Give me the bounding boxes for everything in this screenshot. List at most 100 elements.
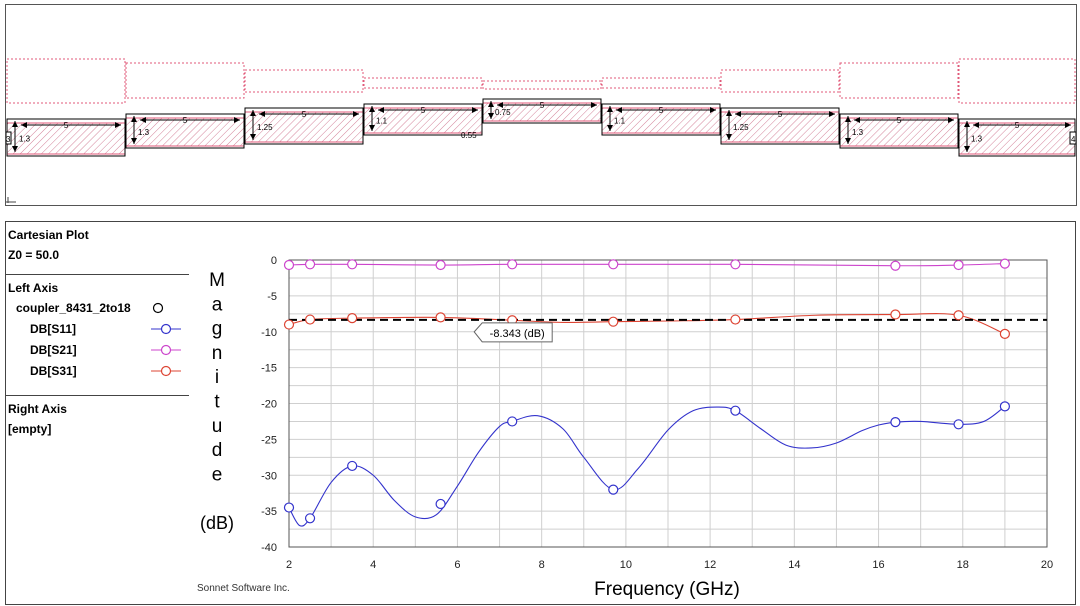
x-tick-label: 4	[370, 559, 376, 571]
y-tick-label: -30	[261, 470, 277, 482]
layout-length-label: 5	[1015, 121, 1020, 130]
value-callout[interactable]: -8.343 (dB)	[473, 322, 553, 343]
right-axis-title: Right Axis	[8, 402, 67, 416]
layout-section: 50.75	[482, 80, 602, 124]
x-tick-label: 8	[539, 559, 545, 571]
s31-marker[interactable]	[890, 309, 901, 320]
right-axis-value: [empty]	[8, 422, 52, 436]
s21-line-marker-icon	[151, 344, 181, 356]
plot-info-section: Cartesian Plot Z0 = 50.0	[6, 222, 190, 275]
layout-length-label: 5	[778, 110, 783, 119]
s21-marker[interactable]	[999, 258, 1010, 269]
y-tick-label: -5	[267, 291, 277, 303]
right-axis-section: Right Axis [empty]	[6, 396, 190, 444]
y-axis-label-letter: g	[212, 319, 223, 340]
y-tick-label: -15	[261, 363, 277, 375]
y-axis-label-letter: a	[212, 294, 223, 315]
layout-width-label: 1.3	[19, 135, 31, 144]
s11-marker[interactable]	[608, 484, 619, 495]
legend-item-s31[interactable]: DB[S31]	[8, 361, 188, 382]
s11-marker[interactable]	[304, 513, 316, 524]
y-axis-label-letter: d	[212, 440, 223, 461]
x-tick-label: 6	[454, 559, 460, 571]
layout-width-label: 1.1	[614, 117, 626, 126]
left-axis-title: Left Axis	[8, 281, 59, 295]
layout-section: 51.3	[6, 58, 126, 157]
legend-file-name: coupler_8431_2to18	[16, 301, 131, 315]
s21-marker[interactable]	[507, 259, 518, 270]
layout-length-label: 5	[897, 116, 902, 125]
s31-line-marker-icon	[151, 365, 181, 377]
legend-file-row[interactable]: coupler_8431_2to18	[8, 298, 188, 319]
s11-marker[interactable]	[507, 416, 518, 427]
y-axis-label-letter: i	[215, 367, 219, 388]
legend-item-s11[interactable]: DB[S11]	[8, 319, 188, 340]
s21-marker[interactable]	[890, 260, 901, 271]
s11-marker[interactable]	[999, 401, 1010, 412]
x-tick-label: 18	[957, 559, 969, 571]
s11-marker[interactable]	[435, 498, 446, 510]
s31-marker[interactable]	[347, 313, 358, 324]
layout-length-label: 5	[64, 121, 69, 130]
s21-marker[interactable]	[304, 259, 316, 270]
s31-marker[interactable]	[283, 319, 295, 330]
layout-view: 5 1.3 5 1.3 5 1.25 5 1.1 5 0.75 5 1.1 5 1.25 5 1.3 5 1.3 0…	[5, 4, 1077, 206]
s21-marker[interactable]	[435, 259, 446, 271]
layout-width-label: 1.25	[257, 123, 273, 132]
y-axis-label-letter: e	[212, 464, 223, 485]
layout-width-label: 1.3	[852, 128, 864, 137]
x-tick-label: 10	[620, 559, 632, 571]
plot-frame	[288, 259, 1048, 548]
x-tick-label: 14	[788, 559, 800, 571]
legend-item-s21[interactable]: DB[S21]	[8, 340, 188, 361]
s31-marker[interactable]	[435, 312, 446, 323]
s31-marker[interactable]	[953, 310, 964, 321]
layout-length-label: 5	[183, 116, 188, 125]
s21-marker[interactable]	[608, 259, 619, 270]
s31-marker[interactable]	[999, 328, 1010, 340]
s21-marker[interactable]	[953, 259, 964, 271]
layout-length-label: 5	[302, 110, 307, 119]
y-tick-label: -40	[261, 542, 277, 554]
layout-section: 51.25	[244, 69, 364, 145]
layout-section: 51.1	[601, 77, 721, 136]
y-tick-label: 0	[271, 255, 277, 267]
s31-marker[interactable]	[608, 316, 619, 327]
layout-length-label: 5	[540, 101, 545, 110]
s31-marker[interactable]	[730, 314, 741, 325]
s31-marker[interactable]	[304, 314, 316, 325]
y-tick-label: -20	[261, 399, 277, 411]
s11-line-marker-icon	[151, 323, 181, 335]
y-axis-label-letter: t	[214, 392, 220, 413]
x-tick-label: 16	[872, 559, 884, 571]
s11-marker[interactable]	[347, 460, 358, 472]
plot-panel: 2 4 6 8 10 12 14 16 18 20 0 -5 -10 -15 -20 -25 -30 -35 -40…	[189, 221, 1076, 605]
layout-section: 51.3	[839, 62, 959, 149]
cartesian-plot[interactable]: 2 4 6 8 10 12 14 16 18 20 0 -5 -10 -15 -20 -25 -30 -35 -40…	[189, 222, 1075, 604]
callout-value-label: -8.343 (dB)	[490, 328, 545, 340]
layout-width-label: 1.1	[376, 117, 388, 126]
layout-length-label: 5	[659, 106, 664, 115]
series-s21-line	[288, 263, 1005, 267]
s11-marker[interactable]	[283, 502, 295, 513]
z0-label: Z0 = 50.0	[8, 248, 60, 262]
s21-marker[interactable]	[730, 259, 741, 270]
credit-label: Sonnet Software Inc.	[197, 583, 290, 594]
x-tick-label: 2	[286, 559, 292, 571]
legend-panel: Cartesian Plot Z0 = 50.0 Left Axis coupl…	[5, 221, 191, 605]
layout-width-label: 0.75	[495, 108, 511, 117]
s11-marker[interactable]	[730, 405, 741, 416]
y-axis-unit: (dB)	[200, 513, 234, 533]
legend-label-s31: DB[S31]	[30, 364, 77, 378]
legend-label-s11: DB[S11]	[30, 322, 77, 336]
layout-width-label: 1.25	[733, 123, 749, 132]
y-tick-label: -10	[261, 327, 277, 339]
s11-marker[interactable]	[890, 417, 901, 428]
y-axis-label-letter: u	[212, 416, 223, 437]
y-axis-label-letter: M	[209, 270, 225, 291]
s21-marker[interactable]	[283, 259, 295, 271]
x-axis-label: Frequency (GHz)	[594, 579, 740, 600]
s21-marker[interactable]	[347, 259, 358, 270]
s11-marker[interactable]	[953, 419, 964, 430]
